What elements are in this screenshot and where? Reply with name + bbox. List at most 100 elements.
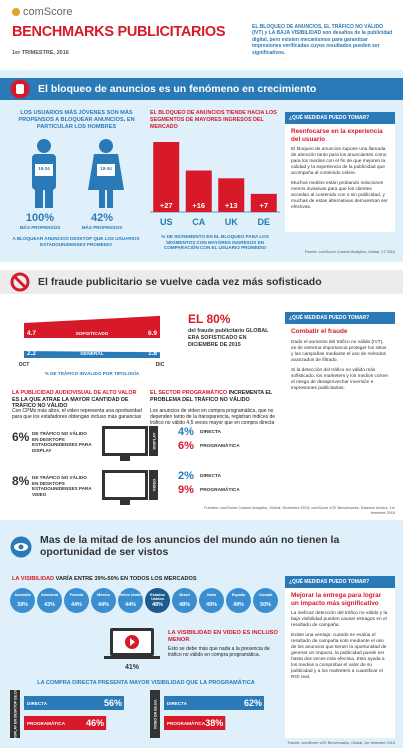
value-label: 38% bbox=[205, 718, 223, 728]
young-value: 42% bbox=[90, 212, 114, 224]
value-label: 4.7 bbox=[27, 330, 36, 337]
market-value: 44% bbox=[98, 602, 109, 608]
label-tab bbox=[149, 470, 158, 500]
direct-value: 2% bbox=[178, 470, 194, 482]
bar bbox=[24, 696, 124, 710]
tip-paragraph: La ineficaz detección del tráfico no vál… bbox=[291, 611, 388, 628]
hand-icon bbox=[10, 79, 30, 99]
market-circle: Estados Unidos 48% bbox=[145, 588, 170, 613]
col-heading-rest: INCREMENTA EL PROBLEMA DEL TRÁFICO NO VÁ… bbox=[150, 390, 273, 403]
value-label: 6.9 bbox=[148, 330, 157, 337]
direct-value: 4% bbox=[178, 426, 194, 438]
row-value: 8% bbox=[12, 474, 30, 488]
category-label: UK bbox=[225, 217, 238, 227]
bar bbox=[153, 142, 180, 212]
row-text: DE TRÁFICO NO VÁLIDO EN DESKTOPS ESTADOU… bbox=[32, 431, 92, 453]
logo-text: comScore bbox=[23, 6, 73, 18]
video-text: Esto se debe más que nada a la presencia… bbox=[168, 646, 270, 658]
page-date: 1er TRIMESTRE, 2016 bbox=[12, 50, 69, 56]
col-heading-red: LA PUBLICIDAD AUDIOVISUAL DE ALTO VALOR bbox=[12, 390, 137, 396]
bar bbox=[24, 716, 107, 730]
screen-inner bbox=[105, 429, 145, 453]
category-label: OCT bbox=[19, 362, 30, 368]
video-heading: LA VISIBILIDAD EN VIDEO ES INCLUSO MENOR bbox=[168, 630, 278, 643]
market-name: Estados Unidos bbox=[150, 593, 165, 602]
income-heading: EL BLOQUEO DE ANUNCIOS TIENDE HACIA LOS … bbox=[150, 110, 277, 130]
series-name: SOFISTICADO bbox=[76, 331, 109, 337]
market-value: 44% bbox=[71, 602, 82, 608]
direct-heading: LA COMPRA DIRECTA PRESENTA MAYOR VISIBIL… bbox=[37, 680, 255, 686]
market-circle: Reino Unido 44% bbox=[118, 588, 143, 613]
market-value: 43% bbox=[44, 602, 55, 608]
section-band bbox=[0, 78, 403, 100]
no-icon bbox=[10, 272, 30, 292]
fraud-chart: 4.7 6.9 SOFISTICADO 2.2 1.8 GENERAL OCT DIC % DE… bbox=[19, 315, 165, 376]
category-label: DIRECTA bbox=[167, 701, 188, 706]
market-circle: Brasil 48% bbox=[172, 588, 197, 613]
income-caption: % DE INCREMENTO EN EL BLOQUEO PARA LOS S… bbox=[161, 234, 269, 251]
market-name: España bbox=[231, 593, 246, 597]
value-label: +16 bbox=[192, 201, 205, 210]
value-label: 46% bbox=[86, 718, 104, 728]
market-name: México bbox=[97, 593, 110, 597]
people-icons bbox=[32, 139, 124, 208]
value-label: +27 bbox=[160, 201, 173, 210]
market-value: 39% bbox=[17, 602, 28, 608]
market-name: Francia bbox=[69, 593, 84, 597]
tip-paragraph: Si la detección del tráfico no válido má… bbox=[291, 367, 389, 391]
value-label: 56% bbox=[104, 698, 122, 708]
chart-caption: % DE TRÁFICO INVÁLIDO POR TIPOLOGÍA bbox=[45, 369, 140, 376]
area bbox=[24, 315, 160, 338]
source: Fuentes: comScore Custom Analytics, Glob… bbox=[204, 506, 395, 515]
section-title: El fraude publicitario se vuelve cada ve… bbox=[38, 276, 322, 288]
income-chart: +27 US +16 CA +13 UK +7 DE bbox=[150, 142, 280, 227]
device-icon: VIDEO bbox=[102, 470, 158, 505]
chart-label: DISPLAY EN DESKTOP EE.UU. bbox=[14, 690, 18, 740]
market-name: Brasil bbox=[179, 593, 190, 597]
market-circle: España 49% bbox=[226, 588, 251, 613]
logo: comScore bbox=[12, 6, 73, 18]
stand bbox=[120, 500, 130, 505]
side-tab bbox=[10, 690, 20, 738]
age-label: 18-34 bbox=[100, 166, 112, 171]
stat-text: del fraude publicitario GLOBAL ERA SOFIS… bbox=[188, 328, 269, 348]
market-circle: Alemania 43% bbox=[37, 588, 62, 613]
tip-paragraph: Muchos medios están probando soluciones … bbox=[291, 181, 388, 210]
video-chart: VIDEO EN EE.UU. DIRECTA 62% PROGRAMÁTICA 38% bbox=[150, 690, 264, 738]
intro: EL BLOQUEO DE ANUNCIOS, EL TRÁFICO NO VÁ… bbox=[252, 24, 393, 56]
market-value: 49% bbox=[206, 602, 217, 608]
market-circle: Francia 44% bbox=[64, 588, 89, 613]
row-value: 6% bbox=[12, 430, 30, 444]
category-label: CA bbox=[192, 217, 205, 227]
category-label: DIRECTA bbox=[27, 701, 48, 706]
market-circle: Canadá 50% bbox=[253, 588, 278, 613]
age-label: 18-34 bbox=[38, 166, 50, 171]
tip-paragraph: El bloqueo de anuncios supone una llamad… bbox=[291, 147, 387, 176]
bar bbox=[250, 193, 277, 212]
market-name: Canadá bbox=[258, 593, 273, 597]
market-value: 48% bbox=[152, 602, 163, 608]
value-label: 2.2 bbox=[27, 350, 36, 357]
category-label: PROGRAMÁTICA bbox=[27, 720, 66, 726]
page-title: BENCHMARKS PUBLICITARIOS bbox=[12, 24, 226, 40]
video-icon bbox=[104, 628, 160, 659]
col-text: Los anuncios de video en compra programá… bbox=[150, 408, 276, 426]
logo-mark bbox=[12, 8, 20, 16]
col-heading: EL SECTOR PROGRAMÁTICO INCREMENTA EL PRO… bbox=[150, 390, 280, 403]
category-label: PROGRAMÁTICA bbox=[167, 720, 206, 726]
bar bbox=[185, 170, 212, 212]
tip-title: Combatir el fraude bbox=[291, 328, 348, 335]
col-text: Con CPMs más altos, el video representa … bbox=[12, 408, 142, 420]
market-name: Italia bbox=[207, 593, 216, 597]
category-label: DIC bbox=[156, 362, 165, 368]
young-label: MÁS PROPENSOS bbox=[19, 225, 61, 230]
young-heading: LOS USUARIOS MÁS JÓVENES SON MÁS PROPENS… bbox=[18, 110, 135, 130]
market-value: 48% bbox=[179, 602, 190, 608]
label-tab bbox=[149, 426, 158, 456]
tip-title: Mejorar la entrega para lograr un impact… bbox=[291, 592, 382, 607]
young-note: A BLOQUEAR ANUNCIOS DESKTOP QUE LOS USUA… bbox=[12, 236, 140, 247]
market-circle: Australia 39% bbox=[10, 588, 35, 613]
direct-label: DIRECTA bbox=[200, 430, 221, 435]
category-label: DE bbox=[257, 217, 270, 227]
